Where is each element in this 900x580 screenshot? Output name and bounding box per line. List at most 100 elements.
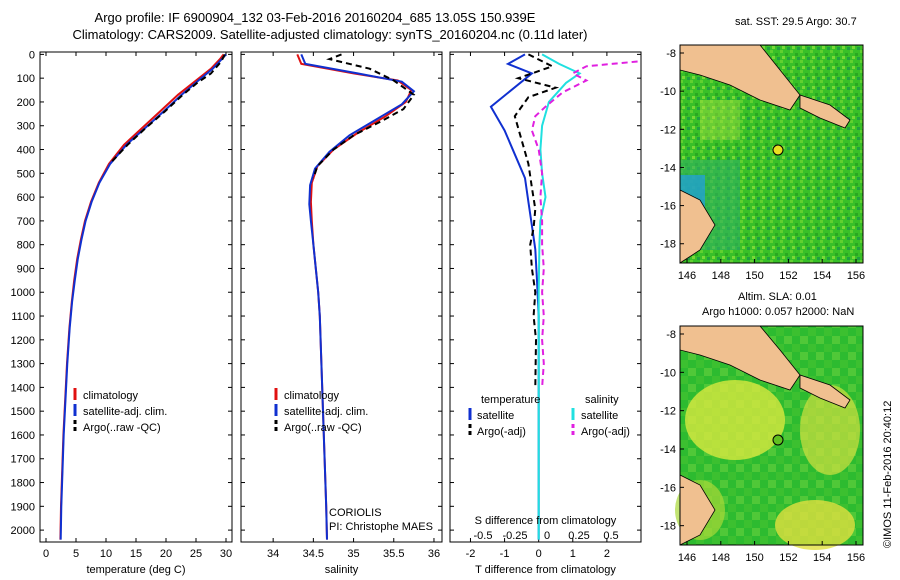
salinity-panel: 34 34.5 35 35.5 36 salinity climatology satelli… bbox=[240, 51, 443, 576]
x-axis-label: salinity bbox=[325, 564, 359, 576]
y-tick-label: 1700 bbox=[11, 454, 35, 466]
difference-panel: -2 -1 0 1 2 T difference from climatology temp… bbox=[449, 51, 642, 576]
sst-lon-label: 146 bbox=[678, 270, 696, 282]
x-tick-label: 0 bbox=[536, 548, 542, 560]
legend-entry: satellite bbox=[581, 410, 618, 422]
y-tick-label: 1300 bbox=[11, 359, 35, 371]
series-line-s-argo bbox=[530, 60, 638, 388]
x-axis-label: temperature (deg C) bbox=[86, 564, 185, 576]
y-tick-label: 700 bbox=[17, 216, 35, 228]
plot-title-line2: Climatology: CARS2009. Satellite-adjuste… bbox=[72, 27, 588, 42]
y-tick-label: 500 bbox=[17, 168, 35, 180]
y-tick-label: 900 bbox=[17, 263, 35, 275]
y-tick-label: 1200 bbox=[11, 335, 35, 347]
s-tick-label: -0.25 bbox=[502, 530, 527, 542]
sla-lat-label: -18 bbox=[660, 521, 676, 533]
sla-lat-label: -14 bbox=[660, 444, 676, 456]
legend-entry: satellite-adj. clim. bbox=[83, 406, 167, 418]
x-tick-label: -1 bbox=[500, 548, 510, 560]
sla-lon-label: 156 bbox=[847, 552, 865, 564]
sst-lon-label: 152 bbox=[779, 270, 797, 282]
legend-entry: Argo(..raw -QC) bbox=[83, 422, 161, 434]
panel-frame bbox=[240, 51, 443, 543]
s-tick-label: 0.25 bbox=[568, 530, 589, 542]
x-tick-label: -2 bbox=[466, 548, 476, 560]
x-tick-label: 20 bbox=[160, 548, 172, 560]
y-tick-label: 0 bbox=[29, 49, 35, 61]
sst-lat-label: -8 bbox=[666, 48, 676, 60]
series-line-s-satellite bbox=[537, 53, 582, 540]
plot-title-line1: Argo profile: IF 6900904_132 03-Feb-2016… bbox=[94, 10, 536, 25]
legend-entry: Argo(-adj) bbox=[477, 426, 526, 438]
sla-lon-label: 152 bbox=[779, 552, 797, 564]
x-tick-label: 34 bbox=[267, 548, 279, 560]
s-tick-label: 0.5 bbox=[603, 530, 618, 542]
panel-frame bbox=[449, 51, 642, 543]
series-line-climatology bbox=[296, 54, 413, 540]
panel-frame bbox=[39, 51, 233, 543]
argo-location-marker bbox=[772, 144, 784, 156]
s-axis-label: S difference from climatology bbox=[475, 515, 617, 527]
y-tick-label: 1400 bbox=[11, 382, 35, 394]
imos-timestamp: ©IMOS 11-Feb-2016 20:40:12 bbox=[882, 400, 894, 548]
sla-map-title2: Argo h1000: 0.057 h2000: NaN bbox=[702, 306, 855, 318]
argo-location-marker-2 bbox=[772, 434, 784, 446]
sla-lat-label: -16 bbox=[660, 482, 676, 494]
temperature-panel: 0100200300400500600700800900100011001200… bbox=[11, 49, 233, 576]
y-tick-label: 600 bbox=[17, 192, 35, 204]
sst-lat-label: -14 bbox=[660, 162, 676, 174]
series-line-t-argo bbox=[513, 53, 560, 388]
x-tick-label: 5 bbox=[73, 548, 79, 560]
sla-lon-label: 148 bbox=[712, 552, 730, 564]
legend-entry: satellite bbox=[477, 410, 514, 422]
y-tick-label: 200 bbox=[17, 97, 35, 109]
legend-entry: Argo(..raw -QC) bbox=[284, 422, 362, 434]
x-tick-label: 35 bbox=[347, 548, 359, 560]
x-tick-label: 34.5 bbox=[303, 548, 324, 560]
sla-lat-label: -8 bbox=[666, 329, 676, 341]
sla-map-title1: Altim. SLA: 0.01 bbox=[738, 291, 817, 303]
sst-map-title: sat. SST: 29.5 Argo: 30.7 bbox=[735, 16, 857, 28]
sla-lat-label: -10 bbox=[660, 367, 676, 379]
sst-map bbox=[679, 44, 864, 264]
sst-lon-label: 150 bbox=[745, 270, 763, 282]
x-tick-label: 0 bbox=[43, 548, 49, 560]
sst-lon-label: 148 bbox=[712, 270, 730, 282]
y-tick-label: 2000 bbox=[11, 525, 35, 537]
y-tick-label: 1000 bbox=[11, 287, 35, 299]
sla-map bbox=[675, 325, 864, 550]
legend-entry: Argo(-adj) bbox=[581, 426, 630, 438]
x-tick-label: 36 bbox=[428, 548, 440, 560]
sst-lat-label: -16 bbox=[660, 201, 676, 213]
legend-entry: satellite-adj. clim. bbox=[284, 406, 368, 418]
sla-lon-label: 150 bbox=[745, 552, 763, 564]
x-tick-label: 30 bbox=[220, 548, 232, 560]
sla-lon-label: 146 bbox=[678, 552, 696, 564]
sst-lon-label: 154 bbox=[813, 270, 831, 282]
legend-entry: salinity bbox=[585, 394, 619, 406]
x-tick-label: 10 bbox=[100, 548, 112, 560]
series-line-satellite-adj-clim- bbox=[300, 54, 416, 540]
x-tick-label: 1 bbox=[570, 548, 576, 560]
y-tick-label: 1500 bbox=[11, 406, 35, 418]
sla-lat-label: -12 bbox=[660, 406, 676, 418]
x-axis-label: T difference from climatology bbox=[475, 564, 616, 576]
legend-entry: temperature bbox=[481, 394, 540, 406]
sst-lon-label: 156 bbox=[847, 270, 865, 282]
y-tick-label: 100 bbox=[17, 73, 35, 85]
annotation-pi: PI: Christophe MAES bbox=[329, 521, 433, 533]
y-tick-label: 400 bbox=[17, 145, 35, 157]
sla-lon-label: 154 bbox=[813, 552, 831, 564]
legend-entry: climatology bbox=[83, 390, 139, 402]
sst-lat-label: -10 bbox=[660, 86, 676, 98]
series-line-climatology bbox=[59, 53, 225, 540]
x-tick-label: 2 bbox=[604, 548, 610, 560]
x-tick-label: 15 bbox=[130, 548, 142, 560]
s-tick-label: 0 bbox=[544, 530, 550, 542]
y-tick-label: 1100 bbox=[11, 311, 35, 323]
y-tick-label: 300 bbox=[17, 121, 35, 133]
s-tick-label: -0.5 bbox=[474, 530, 493, 542]
y-tick-label: 1800 bbox=[11, 478, 35, 490]
x-tick-label: 35.5 bbox=[383, 548, 404, 560]
annotation-coriolis: CORIOLIS bbox=[329, 507, 382, 519]
